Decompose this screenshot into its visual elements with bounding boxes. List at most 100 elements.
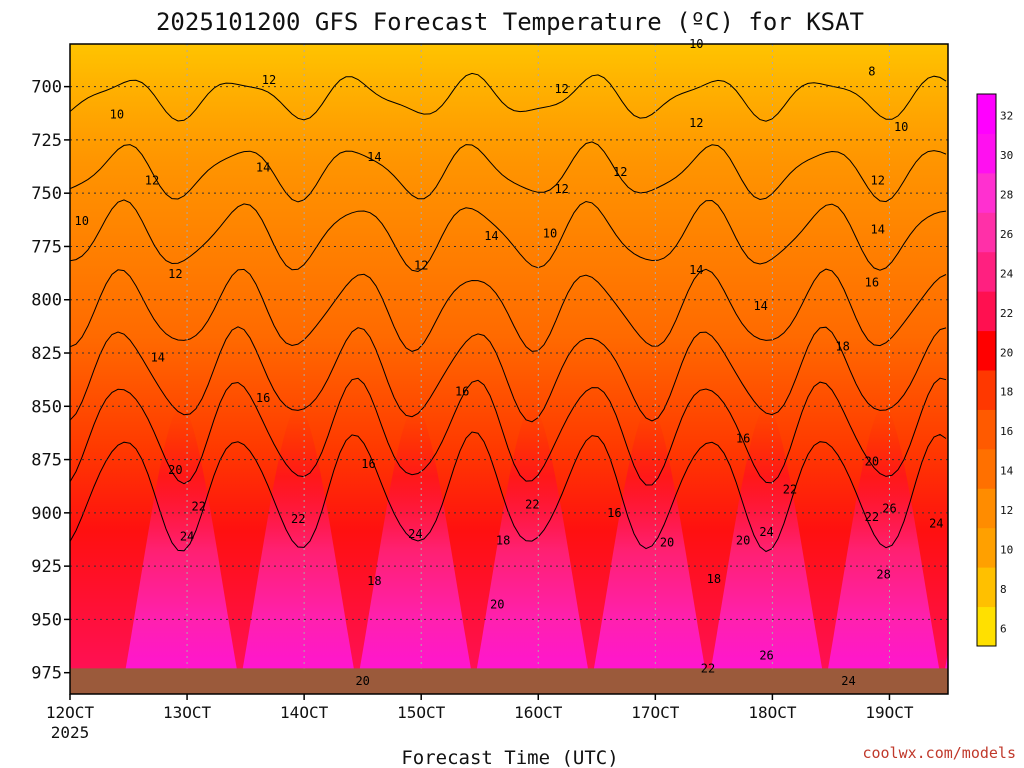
- contour-label: 24: [180, 529, 194, 543]
- contour-label: 26: [882, 502, 896, 516]
- contour-line: [70, 326, 947, 423]
- colorbar-label: 18: [1000, 386, 1013, 399]
- contour-label: 12: [871, 173, 885, 187]
- colorbar-label: 32: [1000, 110, 1013, 123]
- y-axis: 700 725 750 775 800 825 850 875 900 925 950 975: [31, 78, 70, 684]
- colorbar-swatch: [977, 291, 996, 332]
- contour-label: 12: [554, 182, 568, 196]
- contour-label: 14: [689, 263, 703, 277]
- colorbar-swatch: [977, 488, 996, 529]
- contour-label: 12: [168, 267, 182, 281]
- colorbar-swatch: [977, 94, 996, 134]
- colorbar-frame: [976, 93, 997, 647]
- colorbar-swatch: [977, 567, 996, 608]
- contour-label: 22: [525, 497, 539, 511]
- x-tick-label: 19OCT: [865, 703, 914, 722]
- x-tick-label: 12OCT: [46, 703, 95, 722]
- x-tick-label: 14OCT: [280, 703, 329, 722]
- x-tick-label: 17OCT: [631, 703, 680, 722]
- contour-line: [70, 431, 947, 553]
- y-tick-label: 725: [31, 131, 62, 151]
- contour-label: 20: [736, 534, 750, 548]
- contour-label: 18: [835, 340, 849, 354]
- contour-labels: 10 12 10 12 14 12 14 16 20 22 24 14 12 12 16 22 16 24 18 20…: [74, 37, 943, 688]
- y-tick-label: 975: [31, 664, 62, 684]
- y-tick-label: 750: [31, 184, 62, 204]
- contour-label: 24: [841, 674, 855, 688]
- warm-plume: [823, 404, 944, 694]
- plot-frame: [69, 43, 949, 695]
- contour-label: 14: [484, 229, 498, 243]
- contour-label: 12: [414, 259, 428, 273]
- contour-label: 12: [689, 116, 703, 130]
- x-axis-year: 2025: [51, 723, 90, 742]
- warm-plume: [472, 404, 593, 694]
- contour-label: 16: [607, 506, 621, 520]
- colorbar-swatch: [977, 133, 996, 174]
- contour-label: 14: [871, 222, 885, 236]
- contour-label: 16: [736, 431, 750, 445]
- y-tick-label: 950: [31, 610, 62, 630]
- colorbar-label: 22: [1000, 307, 1013, 320]
- y-tick-label: 900: [31, 504, 62, 524]
- colorbar-label: 30: [1000, 149, 1013, 162]
- contour-label: 20: [168, 463, 182, 477]
- colorbar-label: 28: [1000, 189, 1013, 202]
- plot-area: [70, 44, 948, 694]
- contour-label: 28: [876, 568, 890, 582]
- contour-line: [70, 268, 947, 352]
- colorbar-swatch: [977, 448, 996, 489]
- contour-label: 20: [865, 455, 879, 469]
- contour-label: 24: [929, 517, 943, 531]
- contour-line: [70, 377, 947, 486]
- x-tick-label: 15OCT: [397, 703, 446, 722]
- contour-label: 14: [151, 350, 165, 364]
- y-tick-label: 800: [31, 291, 62, 311]
- contour-label: 10: [543, 227, 557, 241]
- colorbar-label: 6: [1000, 622, 1007, 635]
- contour-label: 20: [355, 674, 369, 688]
- colorbar-label: 12: [1000, 504, 1013, 517]
- colorbar-label: 20: [1000, 346, 1013, 359]
- x-tick-label: 16OCT: [514, 703, 563, 722]
- contour-label: 14: [753, 299, 767, 313]
- contour-label: 10: [74, 214, 88, 228]
- colorbar-swatch: [977, 212, 996, 253]
- colorbar-swatch: [977, 409, 996, 450]
- warm-plume: [121, 404, 242, 694]
- y-tick-label: 825: [31, 344, 62, 364]
- contour-label: 20: [660, 536, 674, 550]
- contour-line: [70, 141, 947, 203]
- colorbar-label: 14: [1000, 465, 1014, 478]
- colorbar-label: 26: [1000, 228, 1013, 241]
- chart-title: 2025101200 GFS Forecast Temperature (ºC)…: [156, 8, 864, 36]
- colorbar-label: 16: [1000, 425, 1013, 438]
- colorbar-swatch: [977, 527, 996, 568]
- warm-plumes: [70, 44, 948, 694]
- warm-plume: [706, 404, 827, 694]
- colorbar-swatch: [977, 172, 996, 213]
- warm-plume: [589, 404, 710, 694]
- contour-label: 14: [256, 161, 270, 175]
- x-tick-label: 13OCT: [163, 703, 212, 722]
- warm-plume: [238, 404, 359, 694]
- contour-label: 16: [361, 457, 375, 471]
- contour-label: 24: [408, 527, 422, 541]
- contour-label: 22: [783, 482, 797, 496]
- contour-label: 24: [759, 525, 773, 539]
- y-tick-label: 875: [31, 451, 62, 471]
- contour-label: 18: [707, 572, 721, 586]
- contour-label: 14: [367, 150, 381, 164]
- colorbar-swatch: [977, 330, 996, 371]
- y-tick-label: 925: [31, 557, 62, 577]
- contour-label: 16: [865, 276, 879, 290]
- cool-layer: [70, 44, 948, 164]
- contour-label: 18: [496, 534, 510, 548]
- y-tick-label: 775: [31, 237, 62, 257]
- warm-plume: [355, 404, 476, 694]
- contour-label: 16: [455, 384, 469, 398]
- contour-label: 12: [262, 73, 276, 87]
- contour-label: 18: [367, 574, 381, 588]
- contour-label: 10: [894, 120, 908, 134]
